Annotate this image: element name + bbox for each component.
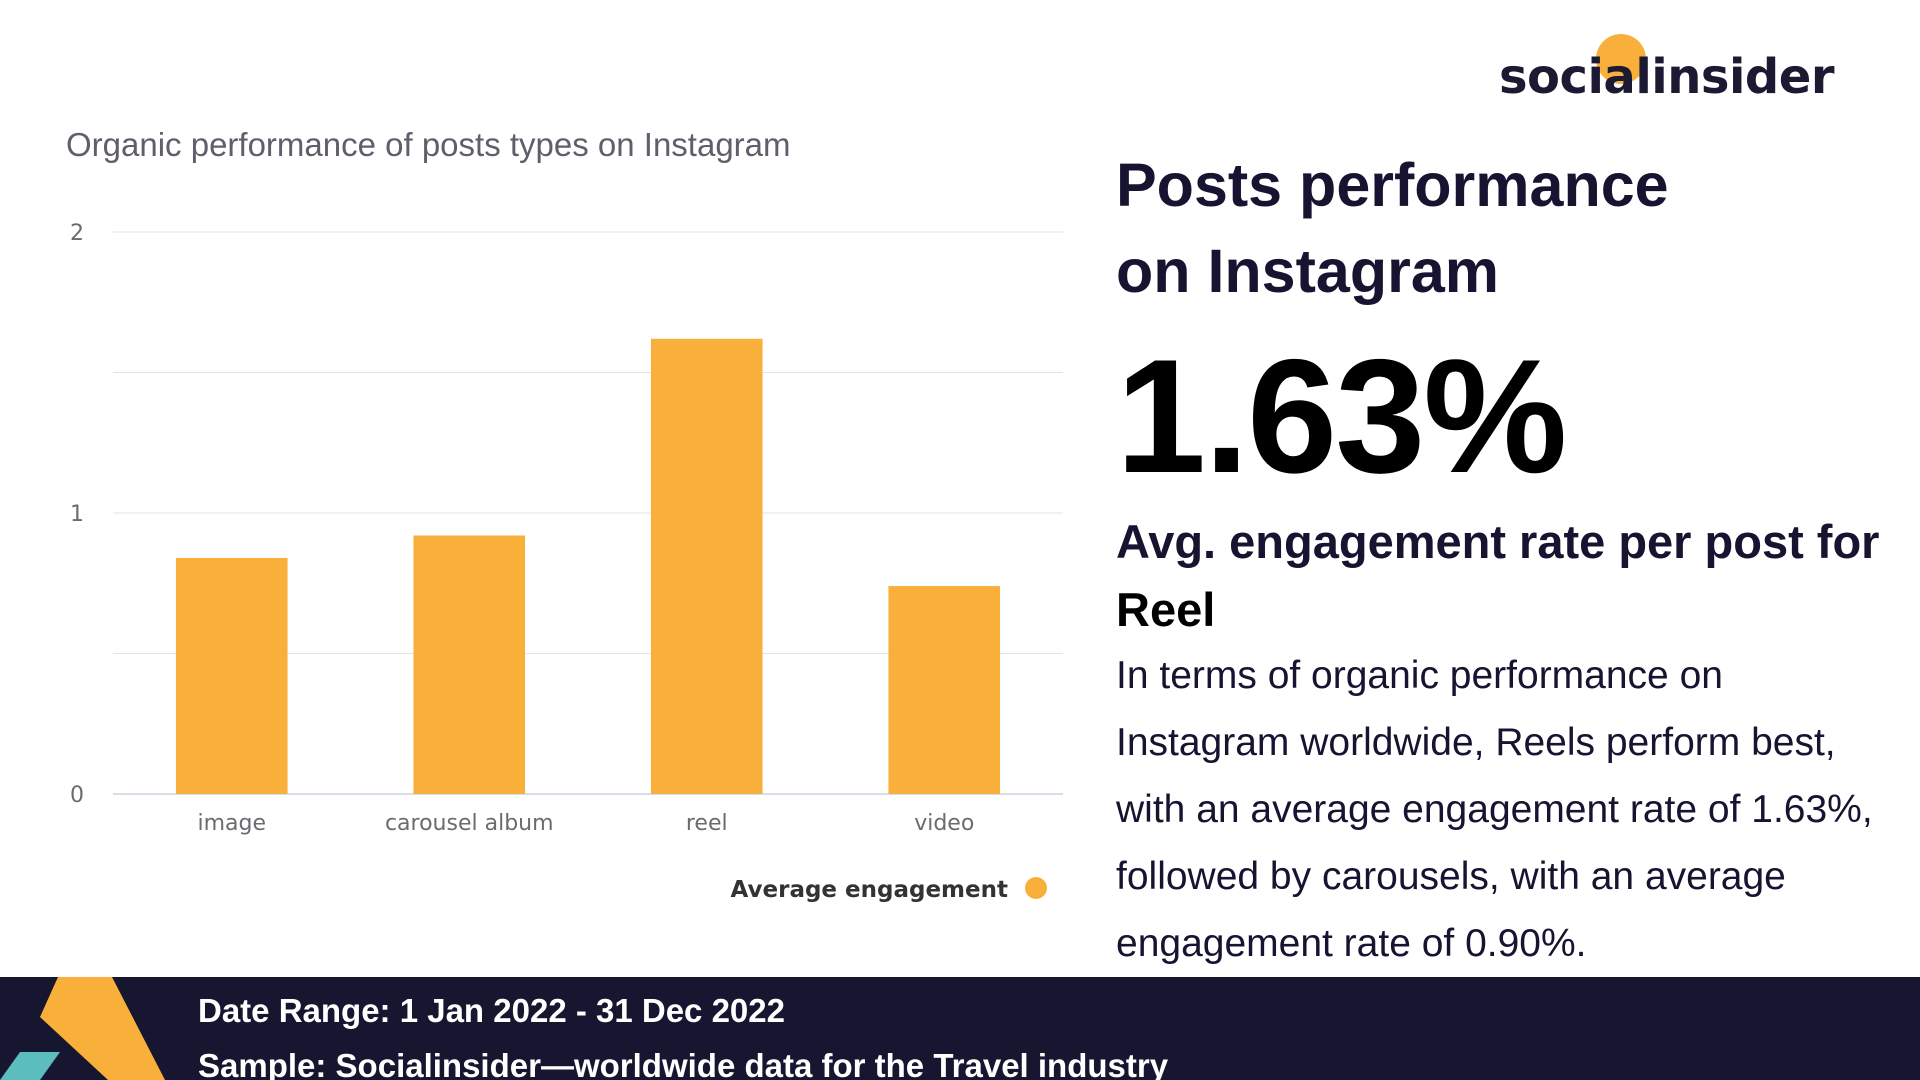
chart-labels: 0 1 2 image carousel album reel video (70, 221, 974, 836)
x-category-label: reel (686, 811, 728, 836)
brand-logo: socialinsider (1499, 28, 1835, 108)
bar (650, 338, 763, 794)
legend-marker (1025, 877, 1047, 899)
footer-banner: Date Range: 1 Jan 2022 - 31 Dec 2022 Sam… (0, 977, 1920, 1080)
subhead-text: Avg. engagement rate per post for (1116, 515, 1880, 568)
date-range: Date Range: 1 Jan 2022 - 31 Dec 2022 (198, 992, 785, 1029)
panel-heading-line2: on Instagram (1116, 237, 1500, 305)
chart-legend[interactable]: Average engagement (731, 877, 1047, 903)
y-tick-label: 0 (70, 783, 84, 808)
logo-dot-icon (1596, 34, 1646, 84)
teal-stripe-shape (0, 1052, 60, 1080)
bar (413, 535, 526, 794)
panel-heading-line1: Posts performance (1116, 151, 1669, 219)
footer-text: Date Range: 1 Jan 2022 - 31 Dec 2022 Sam… (198, 983, 1168, 1080)
panel-subhead: Avg. engagement rate per post for Reel (1116, 508, 1896, 644)
sample-description: Sample: Socialinsider—worldwide data for… (198, 1047, 1169, 1080)
x-category-label: video (914, 811, 974, 836)
chart-bars (175, 338, 1001, 794)
x-category-label: carousel album (385, 811, 554, 836)
logo-text: socialinsider (1498, 49, 1835, 105)
bar-chart: Organic performance of posts types on In… (66, 126, 1063, 903)
panel-description: In terms of organic performance on Insta… (1116, 654, 1873, 965)
engagement-rate-value: 1.63% (1116, 326, 1567, 507)
subhead-highlight: Reel (1116, 583, 1216, 636)
footer-decoration (0, 977, 165, 1080)
x-category-label: image (197, 811, 266, 836)
bar (888, 586, 1001, 794)
bar (175, 557, 288, 794)
chart-title: Organic performance of posts types on In… (66, 126, 791, 163)
y-tick-label: 2 (70, 221, 84, 246)
orange-stripe-shape (40, 977, 165, 1080)
y-tick-label: 1 (70, 502, 84, 527)
legend-label: Average engagement (731, 877, 1008, 903)
summary-panel: Posts performance on Instagram 1.63% Avg… (1116, 142, 1896, 977)
